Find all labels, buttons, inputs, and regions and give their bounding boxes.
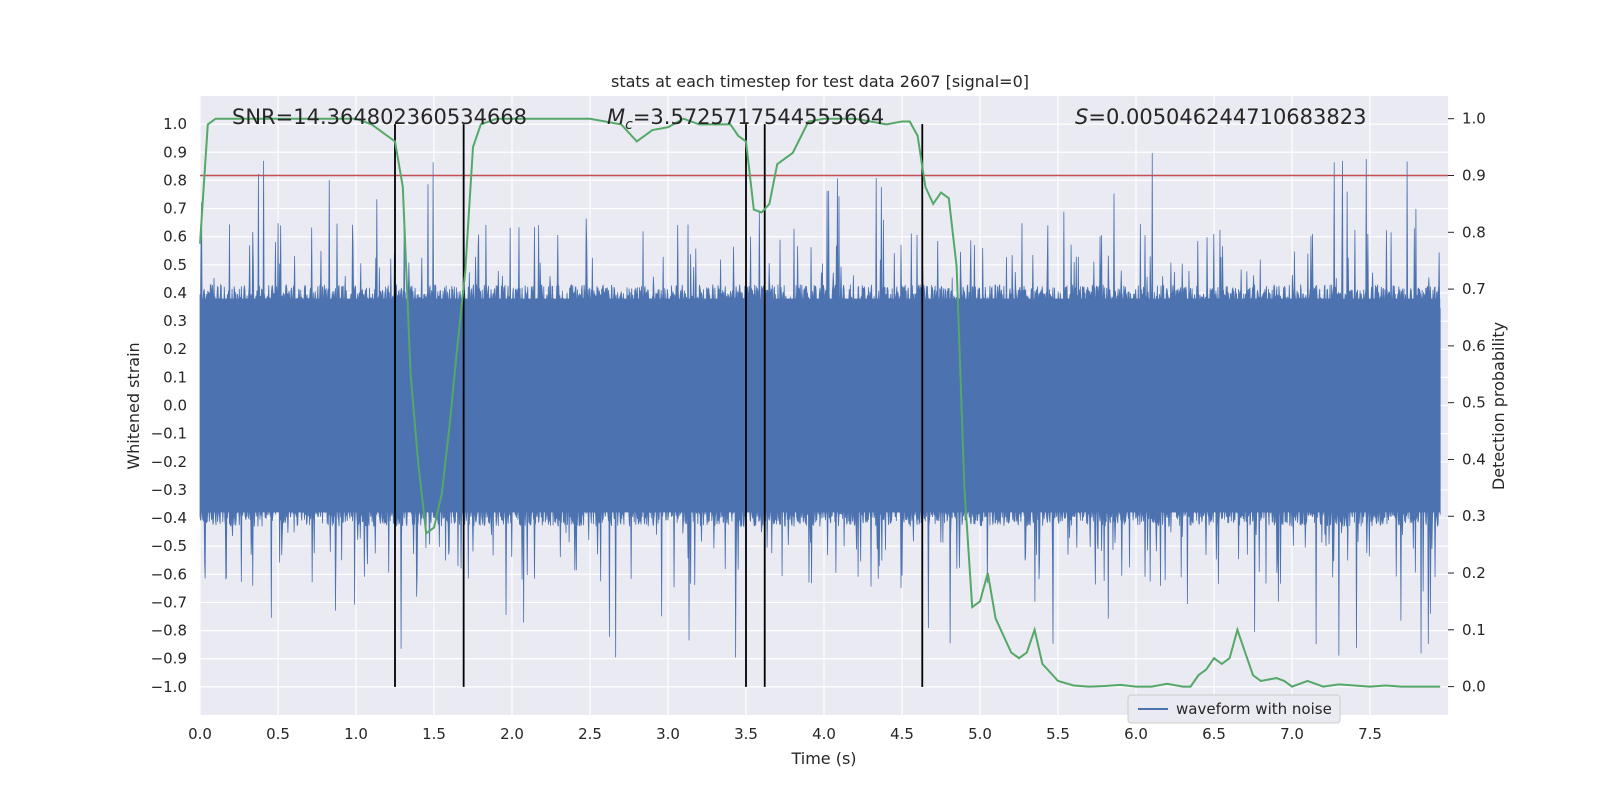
x-tick-label: 4.0 xyxy=(812,725,836,743)
legend-label: waveform with noise xyxy=(1176,700,1332,718)
waveform-core xyxy=(200,298,1441,513)
y-right-tick-label: 0.5 xyxy=(1462,394,1486,412)
y-left-tick-label: 0.8 xyxy=(163,171,187,189)
x-tick-label: 7.5 xyxy=(1358,725,1382,743)
y-left-tick-label: −0.1 xyxy=(151,425,187,443)
y-right-tick-label: 0.7 xyxy=(1462,280,1486,298)
y-left-axis-ticks: 1.0 0.9 0.8 0.7 0.6 0.5 0.4 0.3 0.2 0.1 0.0 −0.1 −0.… xyxy=(151,115,187,696)
x-tick-label: 5.0 xyxy=(968,725,992,743)
x-tick-label: 6.0 xyxy=(1124,725,1148,743)
x-tick-label: 4.5 xyxy=(890,725,914,743)
y-right-tick-label: 0.0 xyxy=(1462,678,1486,696)
x-tick-label: 1.5 xyxy=(422,725,446,743)
x-tick-label: 2.0 xyxy=(500,725,524,743)
legend: waveform with noise xyxy=(1127,694,1341,724)
y-left-tick-label: 0.5 xyxy=(163,256,187,274)
y-left-tick-label: 1.0 xyxy=(163,115,187,133)
s-value: =0.005046244710683823 xyxy=(1088,105,1366,129)
x-tick-label: 3.0 xyxy=(656,725,680,743)
y-right-tick-label: 0.1 xyxy=(1462,621,1486,639)
y-left-tick-label: 0.7 xyxy=(163,200,187,218)
x-tick-label: 6.5 xyxy=(1202,725,1226,743)
y-left-axis-label: Whitened strain xyxy=(124,342,143,469)
y-left-tick-label: −1.0 xyxy=(151,678,187,696)
y-left-tick-label: 0.0 xyxy=(163,397,187,415)
y-right-axis-label: Detection probability xyxy=(1489,322,1508,490)
vertical-markers xyxy=(394,124,924,687)
x-axis-label: Time (s) xyxy=(790,749,856,768)
mc-symbol: M xyxy=(607,105,625,129)
x-tick-label: 0.0 xyxy=(188,725,212,743)
y-left-tick-label: −0.4 xyxy=(151,509,187,527)
y-left-tick-label: 0.1 xyxy=(163,368,187,386)
probability-series xyxy=(199,117,1441,688)
x-tick-label: 1.0 xyxy=(344,725,368,743)
y-left-tick-label: −0.2 xyxy=(151,453,187,471)
y-left-tick-label: 0.6 xyxy=(163,228,187,246)
chirp-mass-annotation: Mc=3.5725717544555664 xyxy=(607,105,884,133)
y-left-tick-label: −0.8 xyxy=(151,622,187,640)
y-right-tick-label: 0.3 xyxy=(1462,507,1486,525)
x-tick-label: 0.5 xyxy=(266,725,290,743)
mc-subscript: c xyxy=(625,117,633,133)
snr-annotation: SNR=14.364802360534668 xyxy=(232,105,527,129)
legend-box xyxy=(1127,694,1341,724)
y-right-axis-ticks: 1.0 0.9 0.8 0.7 0.6 0.5 0.4 0.3 0.2 0.1 0.0 xyxy=(1448,110,1486,696)
x-tick-label: 5.5 xyxy=(1046,725,1070,743)
y-left-tick-label: −0.3 xyxy=(151,481,187,499)
y-left-tick-label: 0.4 xyxy=(163,284,187,302)
chart-title: stats at each timestep for test data 260… xyxy=(611,72,1029,91)
s-symbol: S xyxy=(1075,105,1088,129)
y-right-tick-label: 1.0 xyxy=(1462,110,1486,128)
x-tick-label: 2.5 xyxy=(578,725,602,743)
waveform-series xyxy=(199,153,1441,658)
y-left-tick-label: 0.3 xyxy=(163,312,187,330)
y-left-tick-label: −0.7 xyxy=(151,593,187,611)
y-left-tick-label: 0.2 xyxy=(163,340,187,358)
x-axis-ticks: 0.0 0.5 1.0 1.5 2.0 2.5 3.0 3.5 4.0 4.5 5.0 5.5 6.0 6… xyxy=(188,725,1382,743)
x-tick-label: 7.0 xyxy=(1280,725,1304,743)
y-right-tick-label: 0.6 xyxy=(1462,337,1486,355)
y-right-tick-label: 0.8 xyxy=(1462,223,1486,241)
mc-value: =3.5725717544555664 xyxy=(633,105,884,129)
y-left-tick-label: −0.9 xyxy=(151,650,187,668)
y-left-tick-label: 0.9 xyxy=(163,143,187,161)
x-tick-label: 3.5 xyxy=(734,725,758,743)
y-right-tick-label: 0.4 xyxy=(1462,450,1486,468)
y-left-tick-label: −0.6 xyxy=(151,565,187,583)
s-annotation: S=0.005046244710683823 xyxy=(1075,105,1366,129)
y-left-tick-label: −0.5 xyxy=(151,537,187,555)
y-right-tick-label: 0.9 xyxy=(1462,167,1486,185)
probability-line xyxy=(199,117,1441,688)
y-right-tick-label: 0.2 xyxy=(1462,564,1486,582)
